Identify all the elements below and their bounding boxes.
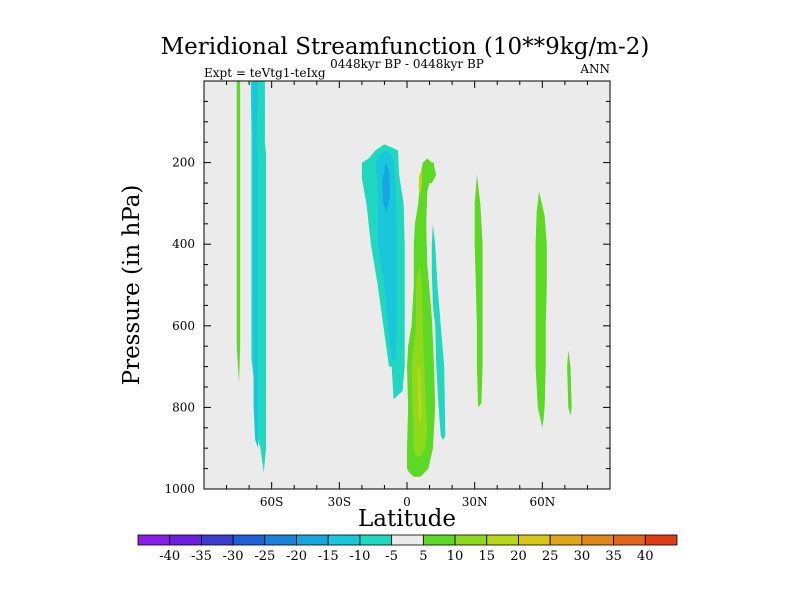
colorbar-swatch bbox=[169, 534, 202, 546]
colorbar-swatch bbox=[201, 534, 234, 546]
colorbar-label: 40 bbox=[637, 549, 654, 564]
contour-region-0 bbox=[236, 81, 241, 383]
x-tick-label: 60S bbox=[260, 495, 284, 509]
contour-region-10 bbox=[431, 223, 446, 440]
y-tick-label: 400 bbox=[172, 237, 195, 251]
x-tick-label: 60N bbox=[529, 495, 555, 509]
colorbar-swatch bbox=[359, 534, 393, 546]
x-tick-label: 0 bbox=[403, 495, 411, 509]
colorbar-swatch bbox=[581, 534, 614, 546]
y-tick-label: 800 bbox=[172, 400, 195, 414]
colorbar-label: 5 bbox=[419, 549, 427, 564]
x-axis: 60S 30S 0 30N 60N bbox=[203, 81, 611, 509]
colorbar-swatch bbox=[296, 534, 329, 546]
colorbar-label: 35 bbox=[605, 549, 622, 564]
contour-region-7 bbox=[411, 264, 428, 457]
colorbar-swatch bbox=[264, 534, 297, 546]
colorbar-label: -15 bbox=[318, 549, 339, 564]
colorbar-label: 15 bbox=[478, 549, 495, 564]
colorbar-swatch bbox=[486, 534, 519, 546]
colorbar-swatch bbox=[518, 534, 551, 546]
colorbar-label: -10 bbox=[349, 549, 370, 564]
colorbar-swatch bbox=[391, 534, 424, 546]
contour-region-8 bbox=[418, 170, 423, 196]
chart-subtitle-left: Expt = teVtg1-teIxg bbox=[204, 66, 326, 80]
colorbar-label: -40 bbox=[159, 549, 180, 564]
colorbar-swatch bbox=[644, 534, 678, 546]
colorbar-label: -5 bbox=[385, 549, 398, 564]
x-tick-label: 30N bbox=[462, 495, 488, 509]
colorbar: -40 -35 -30 -25 -20 -15 -10 -5 5 10 15 20 25 30 35 40 bbox=[137, 534, 678, 564]
chart-subtitle-center: 0448kyr BP - 0448kyr BP bbox=[330, 57, 484, 71]
colorbar-label: 20 bbox=[510, 549, 527, 564]
contour-region-13 bbox=[567, 350, 572, 416]
colorbar-swatch bbox=[454, 534, 488, 546]
contour-region-2 bbox=[252, 81, 259, 449]
contour-region-5 bbox=[382, 162, 391, 212]
colorbar-label: -20 bbox=[286, 549, 307, 564]
x-tick-label: 30S bbox=[328, 495, 352, 509]
contour-region-11 bbox=[474, 174, 483, 408]
colorbar-swatch bbox=[549, 534, 583, 546]
chart-title: Meridional Streamfunction (10**9kg/m-2) bbox=[161, 34, 650, 60]
y-tick-label: 200 bbox=[172, 156, 195, 170]
colorbar-label: -35 bbox=[191, 549, 212, 564]
y-tick-label: 600 bbox=[172, 319, 195, 333]
colorbar-label: 30 bbox=[574, 549, 591, 564]
contour-region-9 bbox=[417, 366, 422, 428]
contour-region-4 bbox=[375, 150, 397, 363]
y-tick-label: 1000 bbox=[164, 482, 195, 496]
colorbar-swatch bbox=[137, 534, 171, 546]
colorbar-swatch bbox=[232, 534, 266, 546]
colorbar-label: 10 bbox=[447, 549, 464, 564]
y-axis: 200 400 600 800 1000 bbox=[164, 80, 610, 496]
colorbar-label: 25 bbox=[542, 549, 559, 564]
y-axis-label: Pressure (in hPa) bbox=[119, 185, 145, 386]
colorbar-swatch bbox=[327, 534, 361, 546]
colorbar-label: -25 bbox=[254, 549, 275, 564]
contour-layer bbox=[236, 81, 572, 477]
colorbar-swatch bbox=[422, 534, 456, 546]
contour-region-12 bbox=[535, 191, 547, 428]
x-axis-label: Latitude bbox=[358, 506, 456, 532]
colorbar-label: -30 bbox=[223, 549, 244, 564]
chart-subtitle-right: ANN bbox=[579, 62, 610, 76]
colorbar-swatch bbox=[613, 534, 646, 546]
